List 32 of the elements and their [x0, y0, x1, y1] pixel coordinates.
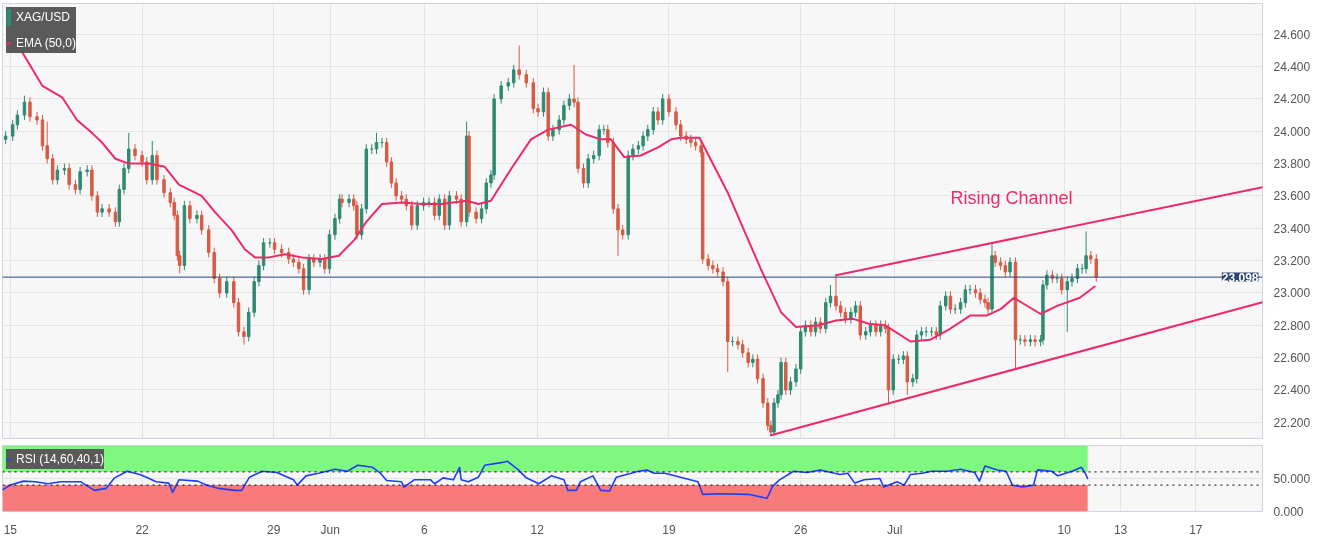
x-tick-label: 6: [420, 522, 428, 537]
x-tick-label: 17: [1189, 522, 1203, 537]
y-tick-label: 24.200: [1273, 92, 1311, 107]
y-tick-label: 24.000: [1273, 124, 1311, 139]
x-tick-label: 22: [135, 522, 150, 537]
ref-line-label: 23.098: [1221, 270, 1259, 285]
x-tick-label: 12: [530, 522, 545, 537]
y-tick-label: 22.200: [1273, 415, 1311, 430]
legend-label: EMA (50,0): [16, 36, 77, 50]
y-tick-label: 23.800: [1273, 157, 1311, 172]
y-tick-label: 50.000: [1273, 472, 1311, 486]
y-tick-label: 23.400: [1273, 221, 1311, 236]
x-tick-label: 26: [794, 522, 808, 537]
y-tick-label: 22.600: [1273, 351, 1311, 366]
x-tick-label: 13: [1113, 522, 1128, 537]
x-tick-label: Jun: [320, 522, 340, 537]
legend-label: XAG/USD: [16, 10, 71, 24]
y-tick-label: 23.200: [1273, 254, 1311, 269]
y-tick-label: 23.600: [1273, 189, 1311, 204]
x-tick-label: 15: [3, 522, 18, 537]
y-tick-label: 23.000: [1273, 286, 1311, 301]
y-tick-label: 0.000: [1273, 505, 1304, 519]
x-tick-label: 29: [267, 522, 281, 537]
y-tick-label: 24.400: [1273, 60, 1311, 75]
y-tick-label: 24.600: [1273, 27, 1311, 42]
x-tick-label: 10: [1057, 522, 1072, 537]
annotation: Rising Channel: [950, 187, 1073, 208]
x-tick-label: Jul: [887, 522, 903, 537]
legend-label: RSI (14,60,40,1): [16, 452, 105, 466]
y-tick-label: 22.400: [1273, 383, 1311, 398]
x-tick-label: 19: [662, 522, 676, 537]
y-tick-label: 22.800: [1273, 318, 1311, 333]
